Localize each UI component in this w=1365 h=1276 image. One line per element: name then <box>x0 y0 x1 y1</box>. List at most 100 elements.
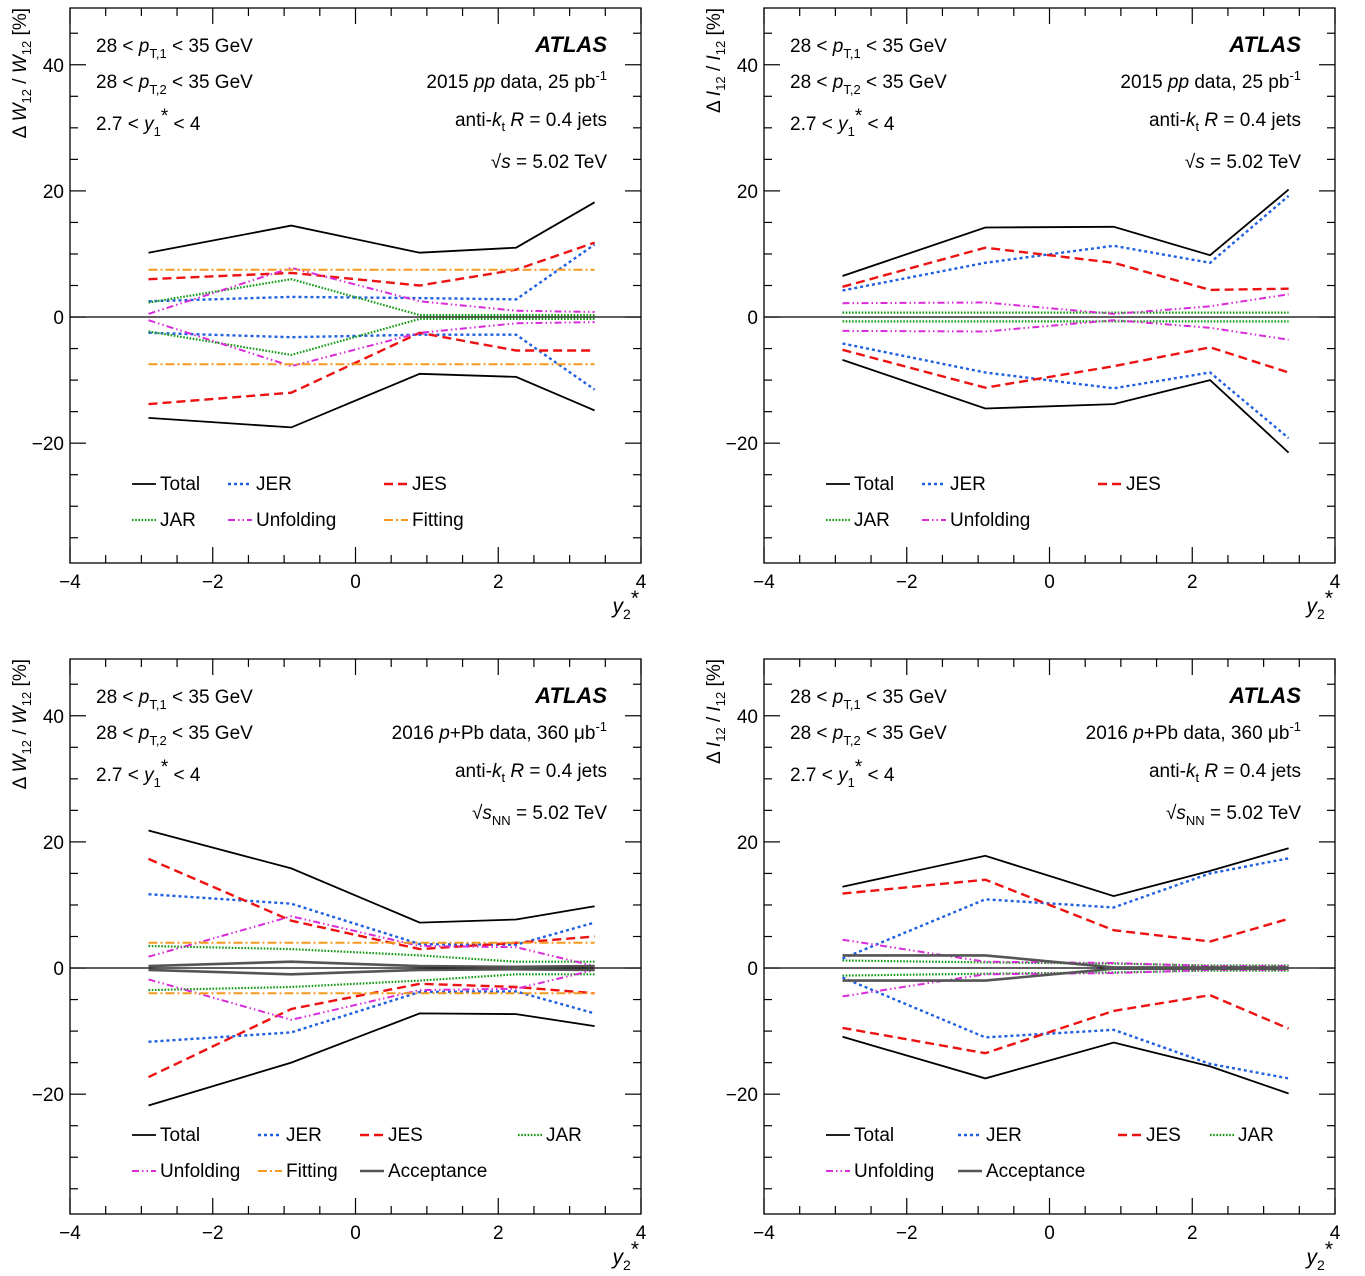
series-unfolding-lower <box>148 319 595 368</box>
series-jer-upper <box>148 893 595 946</box>
legend-label-unfolding: Unfolding <box>950 510 1030 531</box>
y-tick-label: 40 <box>43 56 64 77</box>
series-jer-upper <box>842 194 1290 292</box>
series-jes-upper <box>148 241 595 287</box>
x-axis-label: y2* <box>611 1238 639 1273</box>
x-tick-label: −2 <box>896 572 918 593</box>
legend-label-jer: JER <box>256 474 292 495</box>
y-tick-label: 20 <box>737 833 758 854</box>
legend-label-fitting: Fitting <box>286 1161 338 1182</box>
jet-label: anti-kt R = 0.4 jets <box>455 110 607 134</box>
legend-label-total: Total <box>854 474 894 495</box>
energy-label: √sNN = 5.02 TeV <box>1166 803 1301 828</box>
y-tick-label: 0 <box>747 959 758 980</box>
x-tick-label: −2 <box>202 1223 224 1244</box>
y-tick-label: −20 <box>726 434 758 455</box>
dataset-label: 2016 p+Pb data, 360 μb-1 <box>392 719 607 744</box>
series-total-upper <box>148 201 596 254</box>
series-jer-lower <box>148 331 596 391</box>
series-unfolding-lower <box>148 968 595 1021</box>
y-tick-label: 40 <box>737 707 758 728</box>
legend-label-jes: JES <box>412 474 447 495</box>
x-tick-label: −4 <box>753 1223 775 1244</box>
legend-label-jes: JES <box>1126 474 1161 495</box>
series-total-lower <box>842 1035 1289 1095</box>
legend-label-jar: JAR <box>854 510 890 531</box>
cut-label: 28 < pT,2 < 35 GeV <box>96 723 253 748</box>
series-acceptance-lower <box>842 967 1289 982</box>
cut-label: 28 < pT,1 < 35 GeV <box>790 36 947 61</box>
x-tick-label: 4 <box>1330 1223 1341 1244</box>
series-jer-lower <box>842 976 1289 1080</box>
series-total-upper <box>842 188 1290 277</box>
cut-label: 28 < pT,1 < 35 GeV <box>790 687 947 712</box>
jet-label: anti-kt R = 0.4 jets <box>1149 110 1301 134</box>
series-total-lower <box>842 359 1290 454</box>
x-axis-label: y2* <box>611 587 639 622</box>
y-tick-label: −20 <box>32 1085 64 1106</box>
y-tick-label: 0 <box>53 308 64 329</box>
series-jes-lower <box>842 993 1290 1055</box>
x-tick-label: 4 <box>1330 572 1341 593</box>
cut-label: 28 < pT,2 < 35 GeV <box>96 72 253 97</box>
y-tick-label: 20 <box>737 182 758 203</box>
y-axis-label: Δ I12 / I12 [%] <box>704 659 728 764</box>
cut-label: 2.7 < y1* < 4 <box>96 106 201 139</box>
y-tick-label: 0 <box>747 308 758 329</box>
legend-label-jar: JAR <box>160 510 196 531</box>
legend-label-unfolding: Unfolding <box>256 510 336 531</box>
legend-label-unfolding: Unfolding <box>854 1161 934 1182</box>
cut-label: 2.7 < y1* < 4 <box>790 757 895 790</box>
x-tick-label: −4 <box>59 572 81 593</box>
series-jes-upper <box>842 246 1289 292</box>
legend-label-jes: JES <box>388 1125 423 1146</box>
atlas-label: ATLAS <box>534 32 607 57</box>
x-tick-label: 0 <box>350 1223 361 1244</box>
series-total-lower <box>148 1012 595 1107</box>
series-jar-upper <box>148 278 595 317</box>
series-jes-lower <box>147 982 595 1079</box>
cut-label: 2.7 < y1* < 4 <box>790 106 895 139</box>
y-axis-label: Δ W12 / W12 [%] <box>10 8 34 138</box>
legend-label-jar: JAR <box>546 1125 582 1146</box>
y-tick-label: −20 <box>726 1085 758 1106</box>
legend-label-unfolding: Unfolding <box>160 1161 240 1182</box>
x-axis-label: y2* <box>1305 587 1333 622</box>
legend-label-jer: JER <box>950 474 986 495</box>
x-tick-label: 0 <box>1044 1223 1055 1244</box>
cut-label: 28 < pT,2 < 35 GeV <box>790 723 947 748</box>
y-tick-label: 40 <box>737 56 758 77</box>
x-tick-label: 2 <box>493 572 504 593</box>
dataset-label: 2016 p+Pb data, 360 μb-1 <box>1086 719 1301 744</box>
cut-label: 28 < pT,1 < 35 GeV <box>96 687 253 712</box>
x-tick-label: −4 <box>753 572 775 593</box>
x-tick-label: −2 <box>896 1223 918 1244</box>
series-total-upper <box>148 829 595 924</box>
series-jar-lower <box>148 317 595 357</box>
dataset-label: 2015 pp data, 25 pb-1 <box>426 68 607 93</box>
series-jes-lower <box>148 331 595 406</box>
atlas-label: ATLAS <box>1228 32 1301 57</box>
legend-label-acceptance: Acceptance <box>388 1161 487 1182</box>
cut-label: 2.7 < y1* < 4 <box>96 757 201 790</box>
energy-label: √sNN = 5.02 TeV <box>472 803 607 828</box>
series-jer-lower <box>842 342 1290 440</box>
legend-label-jer: JER <box>986 1125 1022 1146</box>
x-axis-label: y2* <box>1305 1238 1333 1273</box>
x-tick-label: 2 <box>1187 572 1198 593</box>
series-acceptance-lower <box>148 967 595 976</box>
y-tick-label: 0 <box>53 959 64 980</box>
x-tick-label: 2 <box>493 1223 504 1244</box>
series-jer-upper <box>842 857 1289 960</box>
series-jes-lower <box>842 346 1289 389</box>
y-axis-label: Δ I12 / I12 [%] <box>704 8 728 113</box>
legend-label-acceptance: Acceptance <box>986 1161 1085 1182</box>
series-total-upper <box>842 847 1289 898</box>
energy-label: √s = 5.02 TeV <box>1185 152 1302 173</box>
series-jer-lower <box>148 990 595 1043</box>
series-jer-upper <box>148 243 596 303</box>
legend-label-jes: JES <box>1146 1125 1181 1146</box>
